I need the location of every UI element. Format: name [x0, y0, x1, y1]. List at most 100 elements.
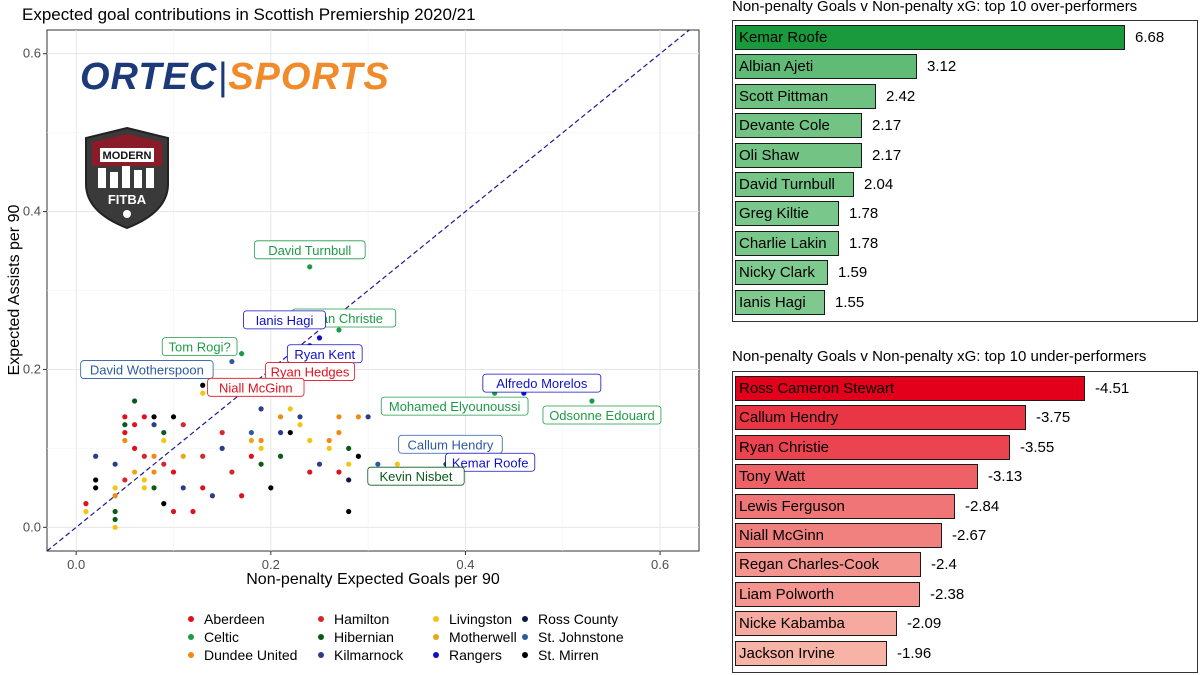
bar-value-label: 2.42 [886, 87, 916, 105]
scatter-point [229, 358, 235, 365]
legend-item: Hamilton [318, 610, 389, 628]
legend-item: Hibernian [318, 628, 394, 646]
bar-value-label: -2.67 [952, 527, 987, 544]
point-label-text: David Wotherspoon [90, 363, 204, 378]
point-label-box [243, 310, 326, 330]
bar: Scott Pittman [735, 83, 876, 109]
bar: Kemar Roofe [735, 25, 1125, 50]
scatter-point [131, 445, 138, 451]
y-tick-label: 0.0 [23, 519, 41, 534]
point-label-text: Tom Rogi? [169, 340, 231, 355]
bar-category-label: Ross Cameron Stewart [739, 380, 895, 397]
legend-label: Motherwell [449, 629, 517, 645]
ortec-wordmark: ORTEC [80, 56, 218, 98]
scatter-point [336, 429, 342, 436]
legend-color-dot [318, 634, 324, 641]
legend-item: Aberdeen [188, 610, 265, 628]
point-label-box [482, 373, 602, 393]
bar-category-label: Regan Charles-Cook [739, 556, 880, 574]
legend-item: St. Mirren [522, 646, 599, 664]
y-axis-label: Expected Assists per 90 [6, 205, 23, 376]
scatter-point [307, 469, 313, 475]
scatter-point [93, 477, 99, 483]
bar-category-label: Kemar Roofe [739, 29, 828, 46]
scatter-point [83, 508, 89, 515]
scatter-point [170, 414, 177, 420]
scatter-point [112, 508, 118, 515]
scatter-point [93, 453, 99, 459]
scatter-point [219, 445, 225, 451]
scatter-point [112, 493, 118, 499]
scatter-point [170, 469, 177, 475]
y-tick-label: 0.2 [23, 361, 41, 376]
data-points [83, 264, 595, 530]
bar: Oli Shaw [735, 142, 862, 168]
bar-category-label: Oli Shaw [739, 146, 800, 164]
scatter-point [122, 414, 128, 420]
scatter-point [161, 429, 167, 436]
legend-item: Celtic [188, 628, 239, 646]
ball-icon [123, 210, 131, 218]
bar-category-label: Albian Ajeti [739, 58, 814, 76]
bar: Niall McGinn [735, 523, 942, 548]
scatter-point [200, 390, 206, 396]
under-performers-panel: Ross Cameron Stewart -4.51 Callum Hendry -3… [732, 371, 1198, 673]
badge-bottom-text: FITBA [108, 192, 147, 207]
scatter-point [316, 335, 323, 341]
logo-separator: | [217, 56, 229, 98]
scatter-point [326, 437, 332, 444]
scatter-point [131, 469, 138, 475]
point-label-box [380, 396, 529, 416]
scatter-point [122, 429, 128, 436]
scatter-point [229, 469, 235, 475]
scatter-point [131, 398, 138, 404]
scatter-point [141, 477, 147, 483]
scatter-point [151, 453, 157, 459]
scatter-point [112, 461, 118, 467]
scatter-point [355, 414, 362, 420]
point-label-box [80, 360, 214, 379]
bar-value-label: -2.84 [965, 497, 1000, 515]
bar-value-label: -3.13 [988, 468, 1023, 486]
scatter-point [346, 508, 352, 515]
bar-value-label: 6.68 [1135, 29, 1165, 46]
scatter-point [122, 422, 128, 428]
scatter-point [346, 461, 352, 467]
point-label: David Turnbull [253, 240, 366, 260]
point-label-text: Alfredo Morelos [496, 376, 588, 391]
point-label: Odsonne Edouard [542, 405, 662, 425]
legend-label: Dundee United [204, 647, 298, 663]
legend-color-dot [433, 634, 439, 641]
bar-value-label: 1.59 [838, 264, 868, 282]
scatter-point [248, 453, 254, 459]
bar-category-label: Lewis Ferguson [739, 497, 845, 515]
point-label-text: Mohamed Elyounoussi [389, 399, 521, 414]
bar-category-label: David Turnbull [739, 176, 835, 193]
scatter-point [151, 469, 157, 475]
scatter-point [190, 508, 196, 515]
scatter-point [287, 406, 293, 412]
point-label: Niall McGinn [207, 377, 305, 397]
scatter-point [268, 485, 274, 491]
over-performers-title: Non-penalty Goals v Non-penalty xG: top … [732, 0, 1138, 15]
scatter-point [122, 437, 128, 444]
legend-label: Livingston [449, 611, 513, 627]
legend-label: Hibernian [334, 629, 394, 645]
over-performers-panel: Kemar Roofe 6.68 Albian Ajeti 3.12 Scott Pit… [732, 20, 1198, 322]
legend-color-dot [188, 634, 194, 641]
scatter-point [161, 501, 167, 507]
scatter-point [180, 422, 186, 428]
legend-item: Ross County [522, 610, 618, 628]
scatter-point [141, 485, 147, 491]
point-label-text: Kemar Roofe [452, 455, 529, 470]
under-performers-title: Non-penalty Goals v Non-penalty xG: top … [732, 348, 1147, 365]
scatter-point [200, 382, 206, 388]
point-label-text: Niall McGinn [219, 380, 293, 395]
scatter-point [336, 414, 342, 420]
scatter-point [180, 485, 186, 491]
scatter-point [316, 461, 323, 467]
bar-category-label: Callum Hendry [739, 409, 839, 427]
legend-color-dot [522, 634, 528, 641]
legend-item: Livingston [433, 610, 512, 628]
bar-value-label: 1.55 [835, 293, 865, 311]
